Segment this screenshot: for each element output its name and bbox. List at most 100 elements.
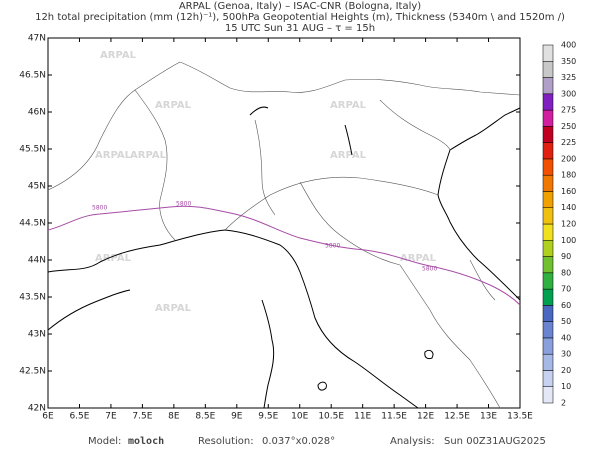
watermark: ARPAL	[95, 253, 132, 264]
contour-label: 5800	[422, 266, 437, 273]
colorbar-label: 40	[561, 333, 571, 342]
colorbar-segment	[542, 288, 554, 306]
colorbar-label: 120	[561, 220, 576, 229]
colorbar-segment	[542, 223, 554, 241]
map-area: ARPAL ARPAL ARPAL ARPAL ARPAL ARPAL ARPA…	[47, 37, 521, 409]
colorbar-label: 2	[561, 399, 566, 408]
island	[317, 349, 434, 391]
y-tick-label: 46.5N	[19, 71, 46, 81]
border	[399, 264, 501, 409]
colorbar-segment	[542, 386, 554, 404]
x-tick-label: 8E	[168, 412, 180, 422]
coastline	[437, 149, 521, 301]
x-tick-label: 7E	[105, 412, 117, 422]
colorbar: 2 10 20 30 40 50 60 70 80 90 100 120 140 160 180 200 225…	[542, 41, 576, 408]
footer: Model: moloch Resolution: 0.037°x0.028° …	[88, 436, 546, 447]
watermark: ARPAL	[155, 100, 192, 111]
watermark: ARPAL	[400, 253, 437, 264]
colorbar-segment	[542, 93, 554, 111]
colorbar-label: 140	[561, 203, 576, 212]
x-tick-label: 12.5E	[444, 412, 470, 422]
colorbar-segment	[542, 353, 554, 371]
coastline	[449, 107, 521, 151]
border	[134, 89, 176, 241]
x-tick-label: 10.5E	[318, 412, 344, 422]
y-tick-label: 43N	[28, 330, 46, 340]
x-tick-label: 7.5E	[132, 412, 152, 422]
colorbar-label: 300	[561, 89, 576, 98]
header-line: 12h total precipitation (mm (12h)⁻¹), 50…	[35, 12, 565, 23]
height-contour	[47, 205, 521, 306]
x-tick-label: 11E	[354, 412, 371, 422]
colorbar-label: 50	[561, 317, 571, 326]
watermark: ARPAL	[100, 50, 137, 61]
y-tick-label: 42N	[28, 404, 46, 414]
x-tick-label: 10E	[291, 412, 308, 422]
coastline	[261, 299, 275, 409]
colorbar-label: 70	[561, 285, 571, 294]
colorbar-label: 160	[561, 187, 576, 196]
coastline	[47, 289, 131, 331]
colorbar-segment	[542, 174, 554, 192]
footer-label: Analysis:	[390, 436, 435, 447]
watermark: ARPAL	[330, 100, 367, 111]
colorbar-label: 275	[561, 106, 576, 115]
y-tick-label: 44.5N	[19, 219, 46, 229]
watermarks: ARPAL ARPAL ARPAL ARPAL ARPAL ARPAL ARPA…	[95, 50, 437, 314]
x-tick-label: 9.5E	[258, 412, 278, 422]
colorbar-label: 60	[561, 301, 571, 310]
border	[224, 176, 439, 231]
watermark: ARPAL	[130, 150, 167, 161]
x-tick-label: 9E	[231, 412, 243, 422]
lake	[249, 106, 353, 156]
contour-label: 5800	[325, 243, 340, 250]
colorbar-segment	[542, 61, 554, 78]
watermark: ARPAL	[330, 150, 367, 161]
colorbar-label: 100	[561, 236, 576, 245]
y-tick-label: 47N	[28, 34, 46, 44]
colorbar-segment	[542, 337, 554, 355]
colorbar-segment	[542, 305, 554, 322]
colorbar-label: 225	[561, 138, 576, 147]
x-tick-label: 8.5E	[195, 412, 215, 422]
colorbar-segment	[542, 321, 554, 339]
footer-value: moloch	[128, 436, 164, 447]
footer-value: Sun 00Z31AUG2025	[444, 436, 546, 447]
axis-ticks: 6E 6.5E 7E 7.5E 8E 8.5E 9E 9.5E 10E 10.5E 11E 11.5E…	[19, 34, 533, 422]
colorbar-label: 90	[561, 252, 571, 261]
footer-label: Model:	[88, 436, 121, 447]
x-tick-label: 6E	[42, 412, 54, 422]
y-tick-label: 45.5N	[19, 145, 46, 155]
y-tick-label: 42.5N	[19, 367, 46, 377]
colorbar-label: 20	[561, 366, 571, 375]
colorbar-label: 250	[561, 122, 576, 131]
footer-label: Resolution:	[198, 436, 254, 447]
coastline	[47, 229, 419, 409]
header-line: ARPAL (Genoa, Italy) – ISAC-CNR (Bologna…	[179, 1, 421, 12]
x-tick-label: 13E	[480, 412, 497, 422]
colorbar-segment	[542, 240, 554, 257]
x-tick-label: 11.5E	[381, 412, 407, 422]
colorbar-label: 80	[561, 268, 571, 277]
map-frame	[47, 37, 521, 409]
contour-label: 5800	[176, 201, 191, 208]
y-tick-label: 44N	[28, 256, 46, 266]
watermark: ARPAL	[95, 150, 132, 161]
header-line: 15 UTC Sun 31 AUG – τ = 15h	[225, 23, 375, 34]
y-tick-label: 43.5N	[19, 293, 46, 303]
colorbar-label: 400	[561, 41, 576, 50]
colorbar-label: 10	[561, 382, 571, 391]
x-tick-label: 12E	[417, 412, 434, 422]
colorbar-segment	[542, 77, 554, 95]
colorbar-segment	[542, 370, 554, 387]
colorbar-segment	[542, 207, 554, 225]
contour-label: 5800	[92, 205, 107, 212]
colorbar-segment	[542, 272, 554, 290]
border	[254, 119, 401, 266]
colorbar-segment	[542, 158, 554, 176]
colorbar-label: 30	[561, 350, 571, 359]
colorbar-segment	[542, 191, 554, 208]
footer-value: 0.037°x0.028°	[262, 436, 335, 447]
colorbar-segment	[542, 126, 554, 143]
